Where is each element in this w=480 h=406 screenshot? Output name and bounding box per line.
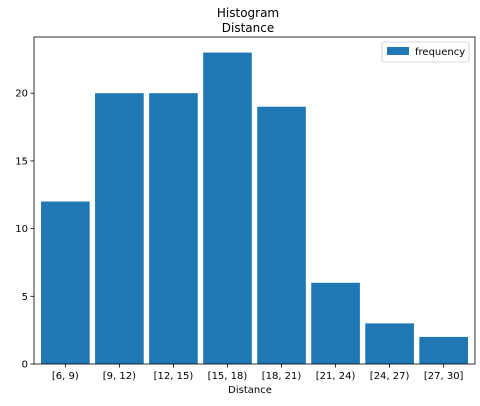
bar-1	[95, 93, 144, 365]
bar-2	[149, 93, 198, 365]
x-tick-label-3: [15, 18)	[208, 371, 248, 382]
bar-3	[203, 52, 252, 364]
y-tick-label-1: 5	[22, 292, 28, 303]
y-tick-label-3: 15	[15, 156, 28, 167]
legend-swatch-frequency	[387, 47, 409, 55]
x-tick-label-2: [12, 15)	[154, 371, 194, 382]
y-tick-label-4: 20	[15, 89, 28, 100]
y-tick-label-2: 10	[15, 224, 28, 235]
x-tick-label-5: [21, 24)	[316, 371, 356, 382]
x-tick-label-4: [18, 21)	[262, 371, 302, 382]
axes-group	[33, 36, 476, 365]
chart-subtitle: Distance	[222, 21, 274, 35]
legend-label-frequency: frequency	[415, 47, 465, 58]
x-tick-label-7: [27, 30]	[424, 371, 464, 382]
x-ticks-group: [6, 9) [9, 12) [12, 15) [15, 18) [18, 21) [21…	[52, 364, 464, 382]
bar-7	[419, 336, 468, 364]
y-tick-label-0: 0	[22, 360, 28, 371]
chart-title: Histogram	[217, 6, 279, 20]
x-tick-label-0: [6, 9)	[52, 371, 79, 382]
y-ticks-group: 0 5 10 15 20	[15, 89, 34, 371]
bar-6	[365, 323, 414, 364]
x-tick-label-6: [24, 27)	[370, 371, 410, 382]
axes-frame	[33, 36, 476, 365]
x-axis-label: Distance	[228, 385, 272, 396]
bar-4	[257, 106, 306, 365]
bar-0	[41, 201, 90, 364]
bars-group	[41, 52, 468, 365]
bar-5	[311, 282, 360, 364]
legend: frequency	[381, 41, 470, 63]
x-tick-label-1: [9, 12)	[103, 371, 136, 382]
